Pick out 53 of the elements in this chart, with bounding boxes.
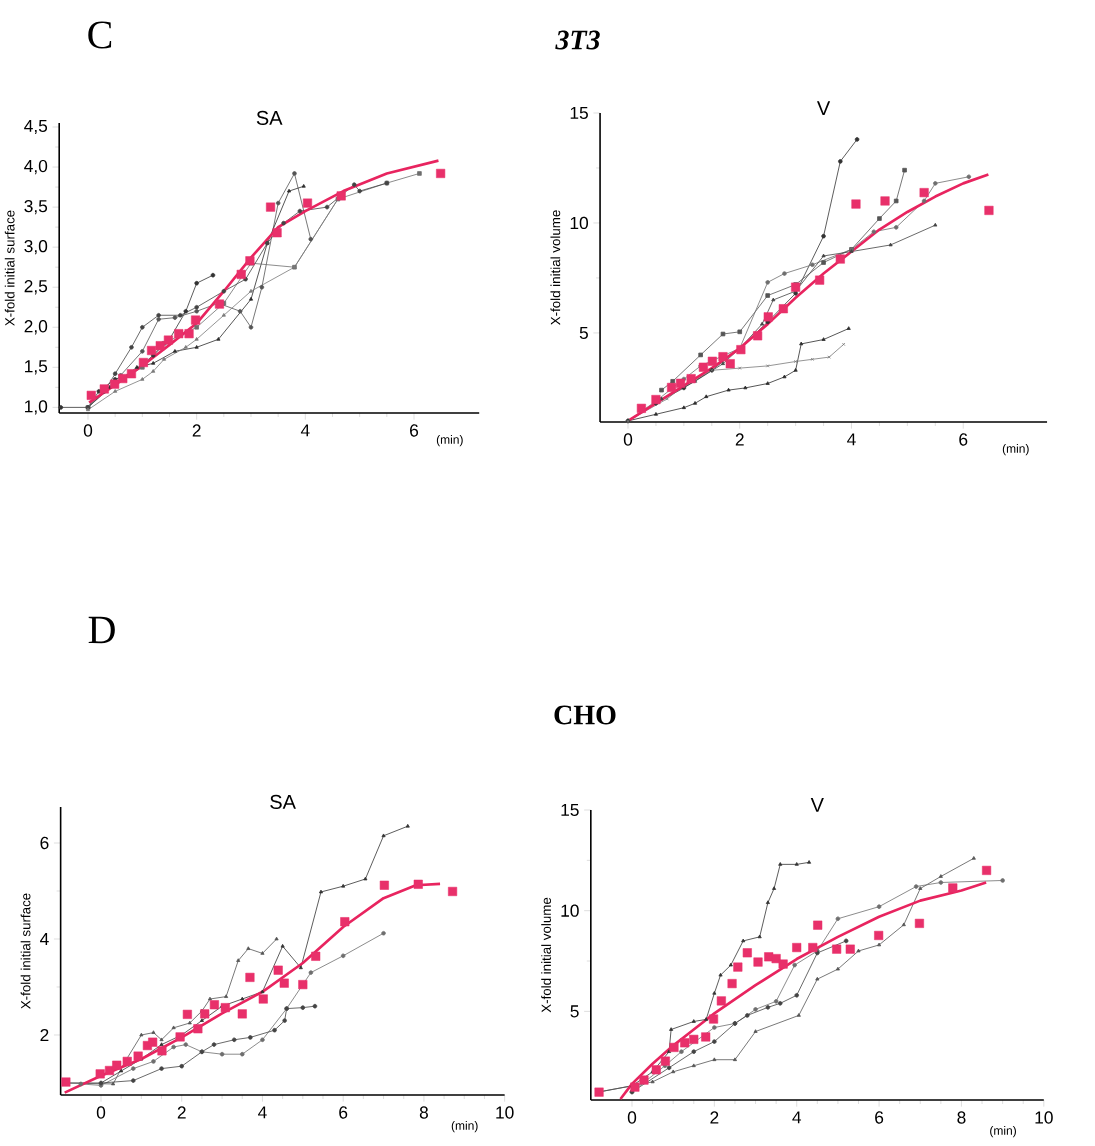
x-tick-label: 0 bbox=[83, 424, 93, 437]
y-tick-label: 10 bbox=[561, 904, 579, 917]
x-tick-label: 8 bbox=[419, 1106, 428, 1119]
chart-title: SA bbox=[256, 110, 283, 125]
x-axis-title: (min) bbox=[436, 435, 463, 447]
x-tick-label: 6 bbox=[959, 433, 968, 446]
y-axis-title: X-fold initial surface bbox=[4, 210, 15, 326]
y-tick-label: 5 bbox=[579, 326, 588, 339]
y-tick-label: 15 bbox=[561, 803, 579, 817]
y-tick-label: 3,5 bbox=[24, 199, 48, 215]
x-tick-label: 4 bbox=[847, 433, 856, 446]
y-tick-label: 4 bbox=[40, 933, 49, 945]
text: C bbox=[88, 21, 112, 49]
y-tick-label: 1,0 bbox=[25, 400, 48, 415]
x-tick-label: 6 bbox=[875, 1111, 884, 1124]
x-axis-title: (min) bbox=[990, 1126, 1016, 1138]
x-axis-title: (min) bbox=[1002, 444, 1029, 456]
chart-title: SA bbox=[270, 794, 296, 809]
x-tick-label: 2 bbox=[735, 433, 744, 446]
x-tick-label: 4 bbox=[300, 424, 310, 437]
chart-title: V bbox=[810, 798, 824, 812]
x-tick-label: 2 bbox=[710, 1111, 719, 1124]
x-tick-label: 10 bbox=[496, 1106, 514, 1119]
x-tick-label: 0 bbox=[627, 1111, 637, 1124]
y-tick-label: 5 bbox=[570, 1005, 579, 1018]
y-axis-title: X-fold initial volume bbox=[550, 210, 561, 325]
x-axis-title: (min) bbox=[451, 1121, 478, 1133]
x-tick-label: 2 bbox=[192, 424, 201, 437]
y-tick-label: 15 bbox=[570, 106, 588, 120]
x-tick-label: 6 bbox=[410, 424, 419, 437]
y-tick-label: 4,5 bbox=[24, 119, 48, 135]
y-axis-title: X-fold initial surface bbox=[20, 893, 31, 1009]
chart-title: V bbox=[816, 101, 831, 115]
x-tick-label: 4 bbox=[258, 1106, 267, 1119]
y-tick-label: 2,5 bbox=[24, 280, 48, 295]
text: CHO bbox=[554, 705, 616, 725]
text: D bbox=[88, 616, 115, 644]
text: 3T3 bbox=[555, 30, 600, 50]
x-tick-label: 4 bbox=[792, 1111, 802, 1124]
y-tick-label: 4,0 bbox=[24, 159, 48, 175]
x-tick-label: 6 bbox=[339, 1106, 348, 1119]
x-tick-label: 0 bbox=[623, 433, 633, 446]
y-tick-label: 3,0 bbox=[24, 240, 48, 255]
x-tick-label: 10 bbox=[1035, 1111, 1053, 1124]
y-tick-label: 1,5 bbox=[25, 360, 48, 375]
x-tick-label: 0 bbox=[96, 1106, 106, 1119]
x-tick-label: 2 bbox=[177, 1106, 186, 1119]
x-tick-label: 8 bbox=[957, 1111, 966, 1124]
y-tick-label: 2,0 bbox=[24, 320, 48, 335]
y-tick-label: 6 bbox=[40, 836, 49, 850]
y-axis-title: X-fold initial volume bbox=[541, 897, 551, 1013]
y-tick-label: 2 bbox=[40, 1028, 49, 1042]
y-tick-label: 10 bbox=[570, 216, 589, 230]
